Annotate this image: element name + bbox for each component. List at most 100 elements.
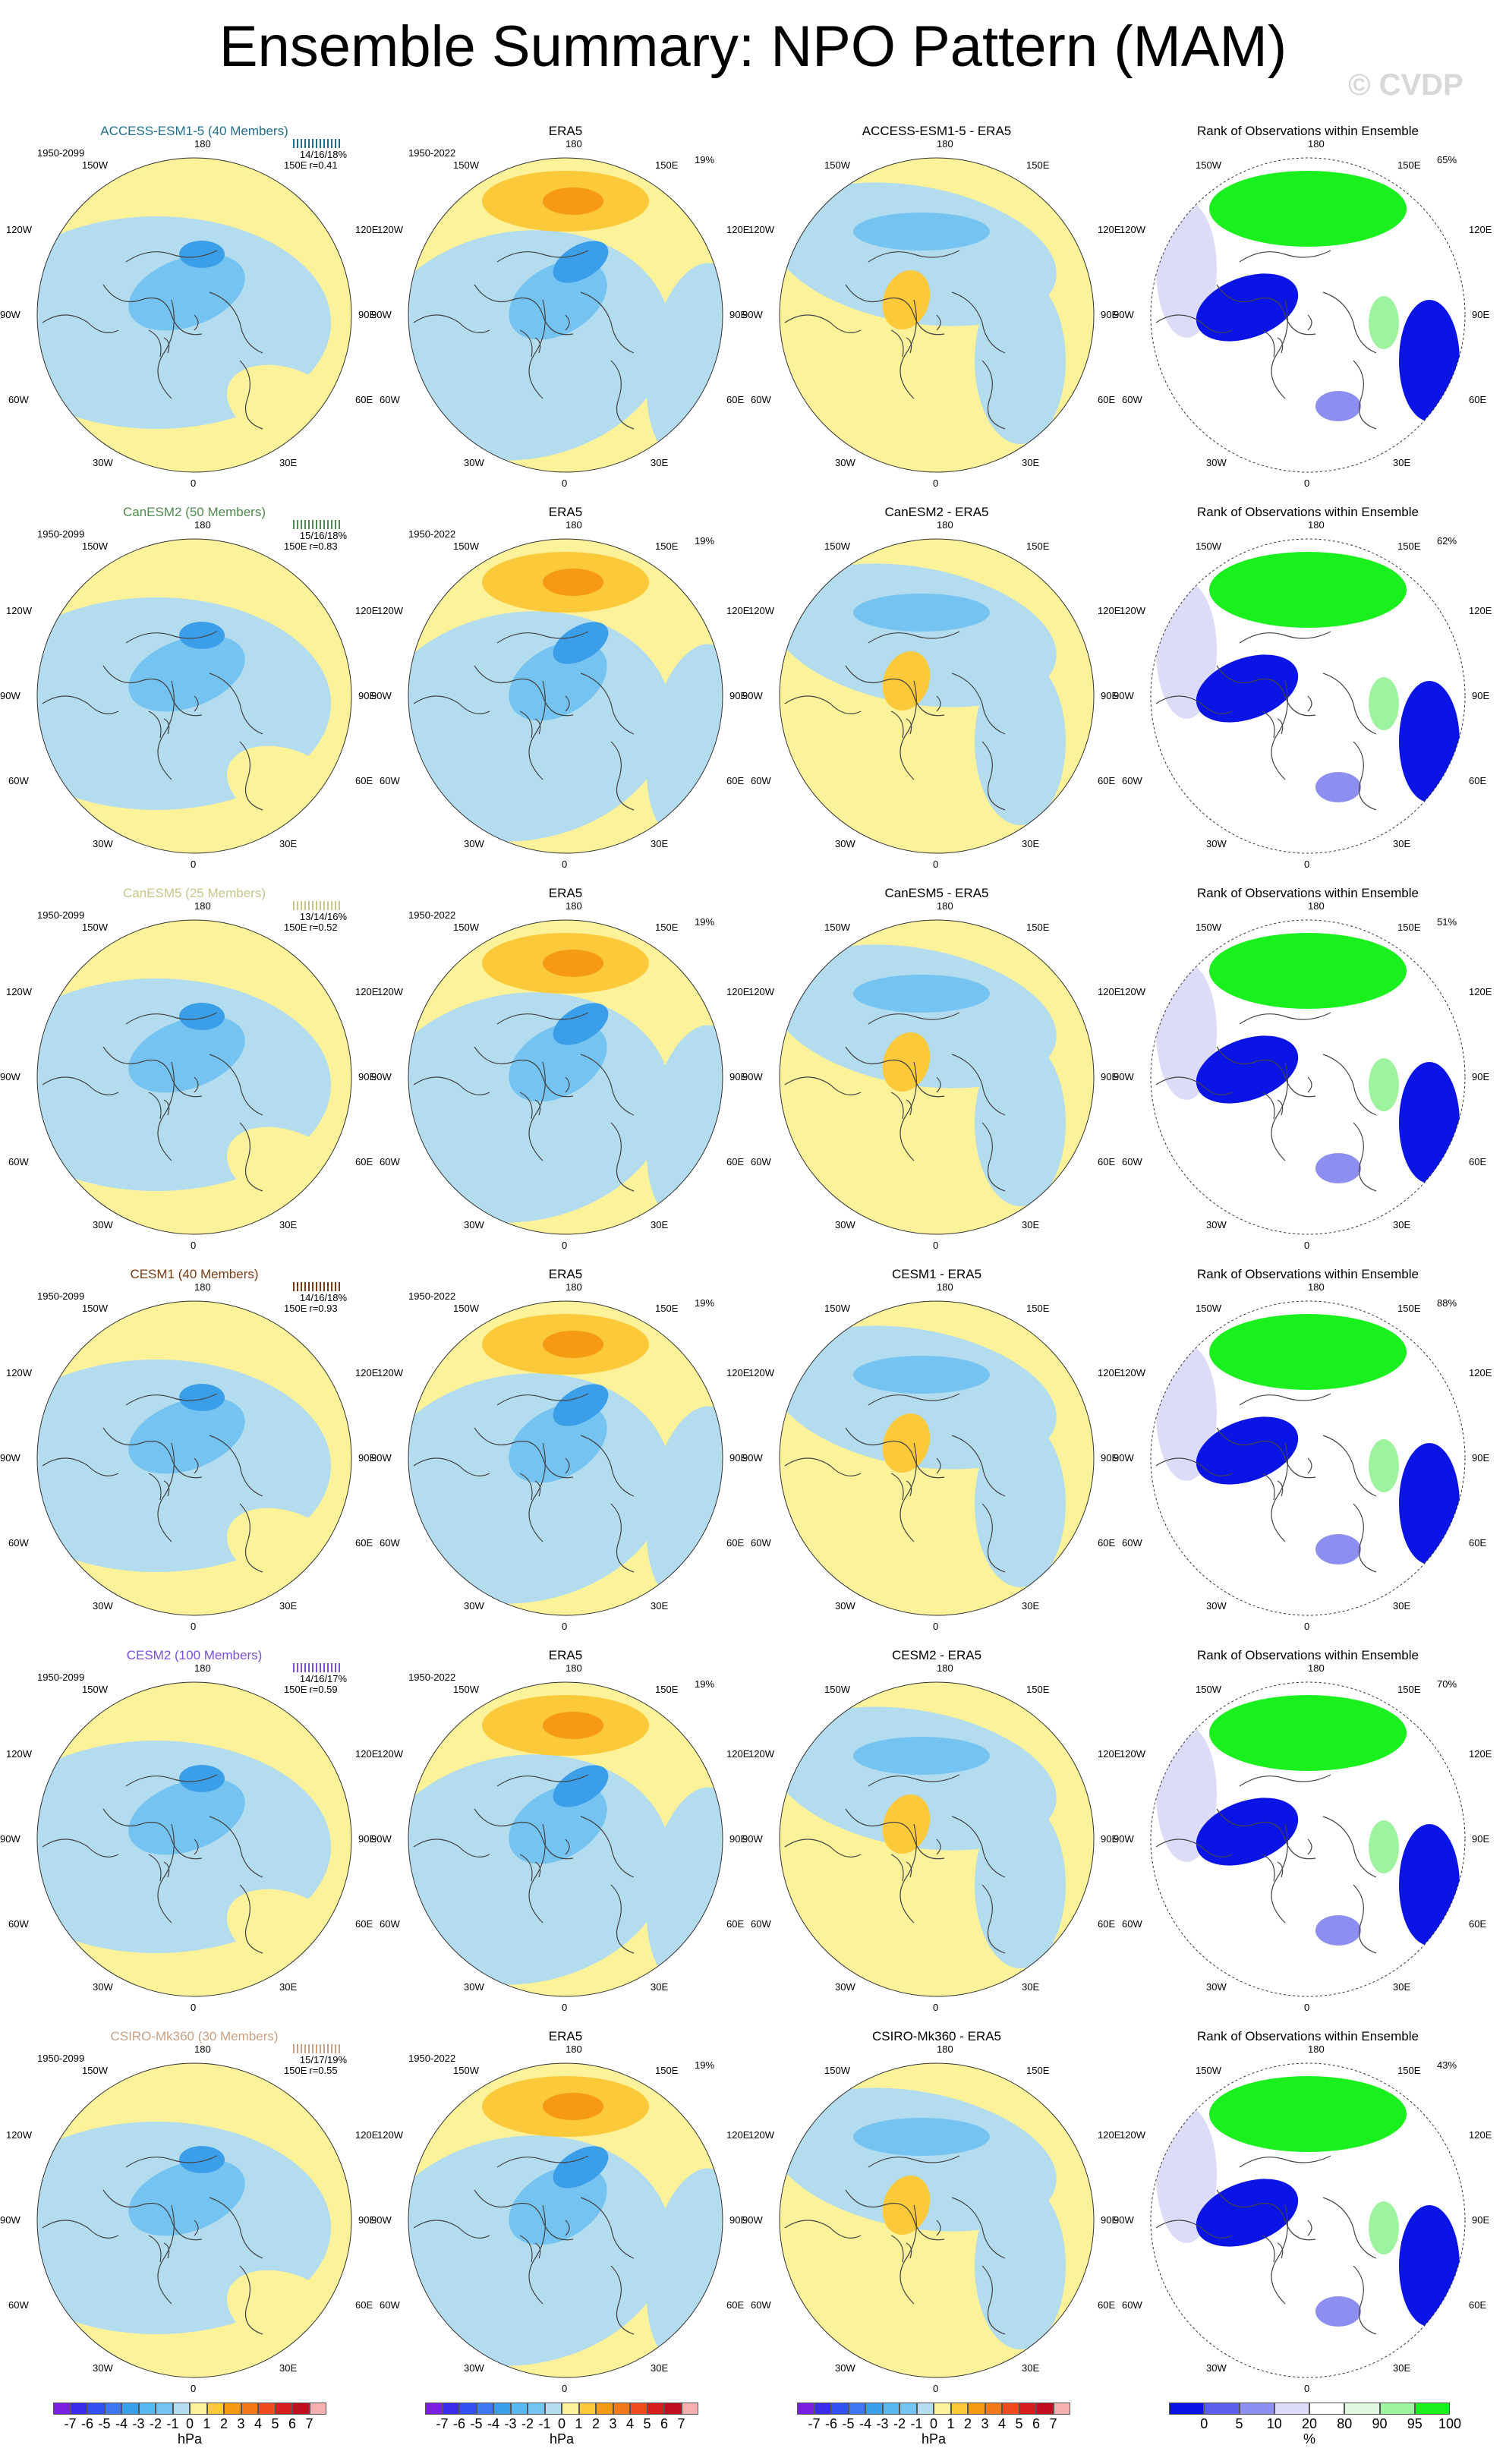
- obs-1-lon-tr: 150E: [655, 540, 679, 552]
- diff-1-lon-ul: 120W: [748, 605, 774, 616]
- colorbar-hpa-1-swatch-10: [596, 2403, 613, 2415]
- colorbar-hpa-2-tick-13: 6: [1032, 2416, 1040, 2431]
- diff-4-lon-ur: 120E: [1098, 1748, 1121, 1760]
- rank-0-lon-ul: 120W: [1120, 224, 1145, 235]
- diff-4-lon-tr: 150E: [1026, 1684, 1050, 1695]
- obs-4-lon-bottom: 0: [562, 2002, 568, 2013]
- colorbar-hpa-0-swatch-9: [206, 2403, 224, 2415]
- rank-5-lon-ur: 120E: [1469, 2129, 1492, 2141]
- model-1-lon-ur: 120E: [355, 605, 379, 616]
- diff-3-lon-ml: 90W: [742, 1452, 763, 1464]
- colorbar-hpa-2-tick-9: 2: [963, 2416, 972, 2431]
- colorbar-hpa-0-swatch-15: [309, 2403, 326, 2415]
- model-0-lon-ur: 120E: [355, 224, 379, 235]
- model-2-lon-bottom: 0: [191, 1240, 197, 1251]
- model-map-0: [36, 157, 352, 473]
- model-2-lon-bl: 30W: [93, 1219, 113, 1230]
- rank-3-lon-mr: 90E: [1472, 1452, 1490, 1464]
- model-5-lon-bl: 30W: [93, 2362, 113, 2374]
- rank-2-lon-bl: 30W: [1206, 1219, 1227, 1230]
- rank-4-lon-ur: 120E: [1469, 1748, 1492, 1760]
- diff-4-lon-mr: 90E: [1101, 1833, 1119, 1845]
- rank-2-lon-ml: 90W: [1114, 1071, 1134, 1082]
- diff-2-lon-ml: 90W: [742, 1071, 763, 1082]
- diff-5-lon-tr: 150E: [1026, 2065, 1050, 2076]
- member-strip-0: [293, 139, 342, 148]
- diff-4-lon-lr: 60E: [1098, 1918, 1116, 1930]
- model-2-lon-tl: 150W: [82, 922, 108, 933]
- diff-4-lon-ll: 60W: [751, 1918, 771, 1930]
- diff-5-lon-lr: 60E: [1098, 2299, 1116, 2311]
- rank-1-lon-br: 30E: [1393, 838, 1411, 849]
- diff-2-lon-bl: 30W: [835, 1219, 855, 1230]
- obs-3-lon-ul: 120W: [377, 1367, 403, 1379]
- colorbar-hpa-0-swatch-0: [53, 2403, 71, 2415]
- rank-4-lon-mr: 90E: [1472, 1833, 1490, 1845]
- obs-3-lon-lr: 60E: [726, 1537, 745, 1549]
- obs-1-lon-mr: 90E: [729, 690, 748, 701]
- rank-3-lon-top: 180: [1308, 1281, 1325, 1293]
- obs-4-lon-ml: 90W: [371, 1833, 392, 1845]
- colorbar-rank-unit: %: [1303, 2431, 1315, 2447]
- colorbar-hpa-1-tick-11: 4: [625, 2416, 634, 2431]
- rank-3-lon-bl: 30W: [1206, 1600, 1227, 1612]
- obs-2-lon-bl: 30W: [464, 1219, 484, 1230]
- member-strip-4: [293, 1663, 342, 1672]
- diff-2-lon-top: 180: [937, 900, 953, 912]
- diff-map-2: [779, 919, 1095, 1235]
- colorbar-rank-tick-7: 100: [1438, 2416, 1462, 2431]
- obs-1-lon-ll: 60W: [380, 775, 400, 786]
- model-5-lon-br: 30E: [279, 2362, 298, 2374]
- rank-4-lon-bottom: 0: [1304, 2002, 1310, 2013]
- rank-3-lon-br: 30E: [1393, 1600, 1411, 1612]
- colorbar-rank-swatch-4: [1309, 2403, 1345, 2415]
- member-strip-3: [293, 1282, 342, 1291]
- diff-0-lon-ll: 60W: [751, 394, 771, 405]
- model-2-lon-top: 180: [194, 900, 211, 912]
- colorbar-hpa-2-tick-8: 1: [947, 2416, 955, 2431]
- model-period-4: 1950-2099: [37, 1672, 85, 1683]
- diff-1-lon-tl: 150W: [824, 540, 850, 552]
- model-3-lon-lr: 60E: [355, 1537, 373, 1549]
- model-map-4: [36, 1681, 352, 1997]
- diff-5-lon-ur: 120E: [1098, 2129, 1121, 2141]
- model-stats-4: 14/16/17%: [299, 1673, 348, 1684]
- obs-5-lon-ur: 120E: [726, 2129, 750, 2141]
- model-5-lon-ul: 120W: [6, 2129, 32, 2141]
- model-title-4: CESM2 (100 Members): [126, 1648, 263, 1662]
- model-period-5: 1950-2099: [37, 2053, 85, 2064]
- rank-0-lon-ur: 120E: [1469, 224, 1492, 235]
- obs-pct-5: 19%: [695, 2059, 715, 2071]
- rank-2-lon-ll: 60W: [1122, 1156, 1142, 1167]
- colorbar-hpa-1-tick-9: 2: [591, 2416, 600, 2431]
- obs-3-lon-tl: 150W: [453, 1303, 479, 1314]
- model-map-5: [36, 2062, 352, 2378]
- obs-title-1: ERA5: [548, 505, 583, 519]
- diff-3-lon-mr: 90E: [1101, 1452, 1119, 1464]
- diff-3-lon-bl: 30W: [835, 1600, 855, 1612]
- rank-5-lon-tl: 150W: [1196, 2065, 1221, 2076]
- colorbar-hpa-1-tick-12: 5: [643, 2416, 651, 2431]
- rank-2-lon-mr: 90E: [1472, 1071, 1490, 1082]
- model-3-lon-ul: 120W: [6, 1367, 32, 1379]
- rank-4-lon-br: 30E: [1393, 1981, 1411, 1993]
- model-5-lon-top: 180: [194, 2043, 211, 2055]
- obs-3-lon-bottom: 0: [562, 1621, 568, 1632]
- obs-map-0: [408, 157, 723, 473]
- model-title-5: CSIRO-Mk360 (30 Members): [110, 2029, 279, 2043]
- model-3-lon-br: 30E: [279, 1600, 298, 1612]
- rank-0-lon-tr: 150E: [1397, 159, 1421, 171]
- colorbar-hpa-0-swatch-13: [275, 2403, 292, 2415]
- member-strip-5: [293, 2044, 342, 2053]
- model-3-lon-mr: 90E: [358, 1452, 376, 1464]
- colorbar-hpa-0-tick-4: -3: [132, 2416, 145, 2431]
- obs-title-5: ERA5: [548, 2029, 583, 2043]
- obs-3-lon-ml: 90W: [371, 1452, 392, 1464]
- diff-0-lon-mr: 90E: [1101, 309, 1119, 320]
- rank-map-0: [1150, 157, 1466, 473]
- obs-2-lon-lr: 60E: [726, 1156, 745, 1167]
- diff-5-lon-bl: 30W: [835, 2362, 855, 2374]
- diff-1-lon-ml: 90W: [742, 690, 763, 701]
- obs-0-lon-lr: 60E: [726, 394, 745, 405]
- model-1-lon-mr: 90E: [358, 690, 376, 701]
